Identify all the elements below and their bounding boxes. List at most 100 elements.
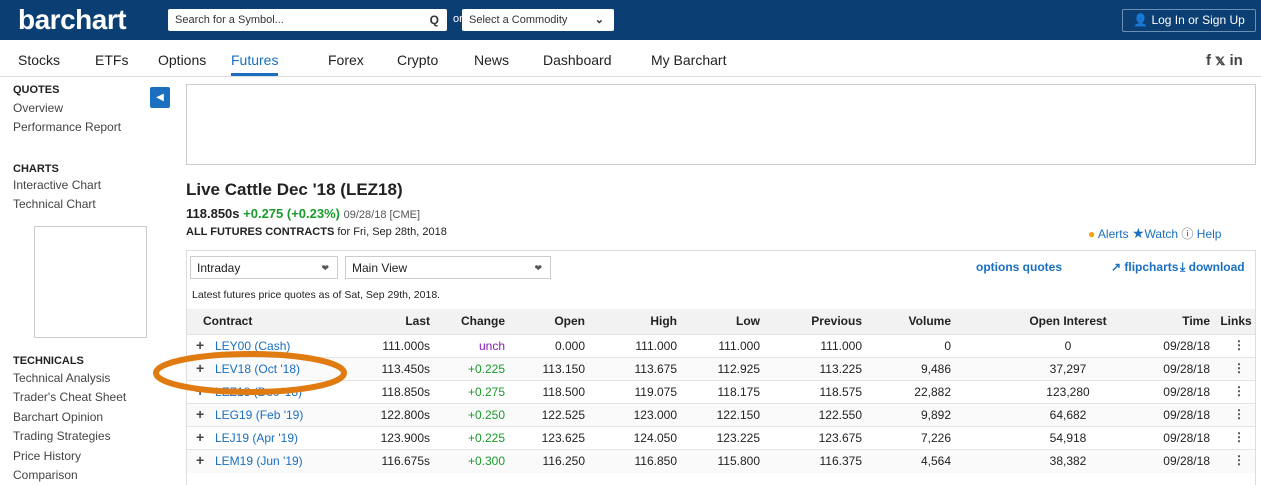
view-select[interactable]: Main View ❤ <box>345 256 551 279</box>
table-cell: 09/28/18 <box>1163 339 1210 353</box>
commodity-select[interactable]: Select a Commodity ⌄ <box>462 9 614 31</box>
sidebar-link[interactable]: Trader's Cheat Sheet <box>13 390 127 404</box>
sidebar-toggle[interactable]: ◀ <box>150 87 170 108</box>
control-link-wrap[interactable]: ⤓ download <box>1180 260 1245 274</box>
table-cell: +0.225 <box>467 362 505 376</box>
contract-link[interactable]: LEY00 (Cash) <box>215 339 291 353</box>
control-link-wrap[interactable]: ↗ flipcharts <box>1111 260 1179 274</box>
nav-item[interactable]: Dashboard <box>543 52 612 68</box>
table-cell: 111.000 <box>635 339 677 353</box>
period-select[interactable]: Intraday ❤ <box>190 256 338 279</box>
links-menu[interactable]: ⋮ <box>1233 338 1245 352</box>
sidebar-heading: CHARTS <box>13 163 59 175</box>
action-link[interactable]: Help <box>1196 227 1222 241</box>
sidebar-link[interactable]: Performance Report <box>13 120 122 134</box>
links-menu[interactable]: ⋮ <box>1233 453 1245 467</box>
column-header: Contract <box>203 314 253 328</box>
login-button[interactable]: 👤 Log In or Sign Up <box>1122 9 1256 32</box>
nav-item[interactable]: Stocks <box>18 52 61 68</box>
expand-icon[interactable]: + <box>196 452 205 468</box>
table-cell: 118.175 <box>717 385 761 399</box>
table-cell: 115.800 <box>717 454 761 468</box>
contracts-date: for Fri, Sep 28th, 2018 <box>337 226 447 238</box>
search-icon[interactable]: Q <box>429 13 439 27</box>
select-caret: ❤ <box>321 263 329 273</box>
top-bar: barchart Search for a Symbol... Q or Sel… <box>0 0 1261 40</box>
contract-link[interactable]: LEV18 (Oct '18) <box>215 362 300 376</box>
column-header: Previous <box>811 314 862 328</box>
expand-icon[interactable]: + <box>196 406 205 422</box>
quote-last: 118.850s <box>186 206 240 221</box>
nav-item[interactable]: News <box>474 52 510 68</box>
quotes-note: Latest futures price quotes as of Sat, S… <box>192 289 441 301</box>
table-row <box>187 403 1255 427</box>
sidebar-heading: TECHNICALS <box>13 355 84 367</box>
action-link[interactable]: Alerts <box>1097 227 1129 241</box>
table-cell: +0.225 <box>467 431 505 445</box>
table-cell: 123,280 <box>1046 385 1090 399</box>
table-cell: 64,682 <box>1049 408 1087 422</box>
quote-change: +0.275 (+0.23%) <box>243 206 340 221</box>
column-header: Open Interest <box>1029 314 1107 328</box>
sidebar-link[interactable]: Comparison <box>13 468 78 482</box>
sidebar-link[interactable]: Technical Chart <box>13 197 96 211</box>
quote-line: 118.850s +0.275 (+0.23%) 09/28/18 [CME] <box>186 206 420 221</box>
logo[interactable]: barchart <box>18 4 127 35</box>
table-cell: 122.550 <box>818 408 862 422</box>
table-cell: 118.575 <box>819 385 863 399</box>
expand-icon[interactable]: + <box>196 383 205 399</box>
contracts-label: ALL FUTURES CONTRACTS <box>186 226 335 238</box>
sidebar-link[interactable]: Technical Analysis <box>13 371 111 385</box>
contract-link[interactable]: LEZ18 (Dec '18) <box>215 385 302 399</box>
view-label: Main View <box>352 261 408 275</box>
sidebar-link[interactable]: Trading Strategies <box>13 429 111 443</box>
sidebar-link[interactable]: Price History <box>13 449 82 463</box>
sidebar-link[interactable]: Interactive Chart <box>13 178 102 192</box>
links-menu[interactable]: ⋮ <box>1233 430 1245 444</box>
column-header: Links <box>1220 314 1252 328</box>
table-cell: 112.925 <box>717 362 761 376</box>
search-placeholder: Search for a Symbol... <box>175 14 284 26</box>
table-cell: 113.675 <box>634 362 678 376</box>
nav-item[interactable]: Forex <box>328 52 364 68</box>
expand-icon[interactable]: + <box>196 360 205 376</box>
nav-item[interactable]: Options <box>158 52 207 68</box>
links-menu[interactable]: ⋮ <box>1233 384 1245 398</box>
table-cell: 4,564 <box>920 454 951 468</box>
table-cell: 38,382 <box>1049 454 1087 468</box>
expand-icon[interactable]: + <box>196 337 205 353</box>
table-cell: 09/28/18 <box>1163 431 1210 445</box>
contract-link[interactable]: LEG19 (Feb '19) <box>215 408 304 422</box>
contract-link[interactable]: LEJ19 (Apr '19) <box>215 431 298 445</box>
table-cell: 0.000 <box>554 339 585 353</box>
table-cell: 122.150 <box>716 408 760 422</box>
sidebar-heading: QUOTES <box>13 84 60 96</box>
sidebar-link[interactable]: Barchart Opinion <box>13 410 104 424</box>
nav-item[interactable]: Crypto <box>397 52 439 68</box>
action-link[interactable]: Watch <box>1144 227 1179 241</box>
nav-item[interactable]: Futures <box>231 52 279 76</box>
table-cell: 122.800s <box>380 408 430 422</box>
column-header: Change <box>460 314 505 328</box>
sidebar-link[interactable]: Overview <box>13 101 64 115</box>
table-cell: 124.050 <box>633 431 677 445</box>
links-menu[interactable]: ⋮ <box>1233 407 1245 421</box>
search-box[interactable]: Search for a Symbol... Q <box>168 9 447 31</box>
control-link: flipcharts <box>1124 260 1179 274</box>
expand-icon[interactable]: + <box>196 429 205 445</box>
table-row <box>187 426 1255 450</box>
social-icons[interactable]: f 𝕩 in <box>1206 52 1243 69</box>
contracts-line: ALL FUTURES CONTRACTS for Fri, Sep 28th,… <box>186 226 447 238</box>
contract-link[interactable]: LEM19 (Jun '19) <box>215 454 303 468</box>
links-menu[interactable]: ⋮ <box>1233 361 1245 375</box>
nav-item[interactable]: ETFs <box>95 52 129 68</box>
table-cell: 123.225 <box>716 431 760 445</box>
watch-icon: ★ <box>1131 225 1145 241</box>
nav-item[interactable]: My Barchart <box>651 52 727 68</box>
table-cell: 119.075 <box>634 385 678 399</box>
table-cell: 123.675 <box>818 431 862 445</box>
control-link[interactable]: options quotes <box>976 260 1062 274</box>
column-header: Volume <box>908 314 951 328</box>
table-cell: +0.250 <box>467 408 505 422</box>
